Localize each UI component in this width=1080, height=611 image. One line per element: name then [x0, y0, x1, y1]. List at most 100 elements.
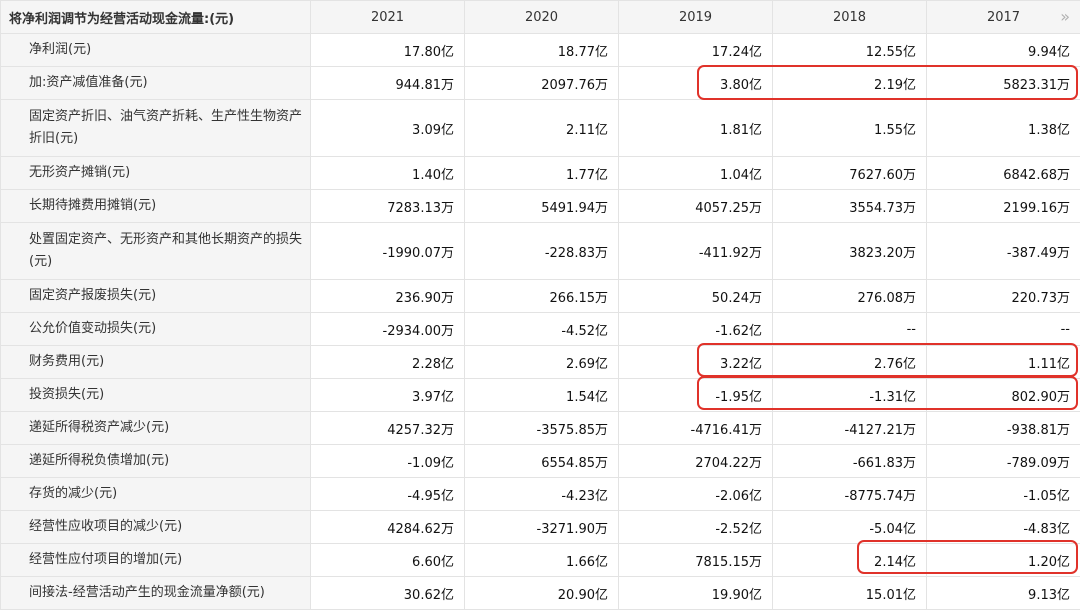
value-cell-2018: 2.19亿	[772, 66, 927, 100]
value-cell-2020: -3575.85万	[464, 411, 619, 445]
value-cell-2017: 9.13亿	[926, 576, 1080, 610]
row-label: 财务费用(元)	[0, 345, 311, 379]
year-header-2021: 2021	[310, 0, 465, 34]
value-cell-2019: 17.24亿	[618, 33, 773, 67]
row-label: 无形资产摊销(元)	[0, 156, 311, 190]
table-row: 经营性应收项目的减少(元) 4284.62万 -3271.90万 -2.52亿 -5.0…	[0, 510, 1080, 544]
value-cell-2019: 1.81亿	[618, 99, 773, 157]
table-row: 固定资产折旧、油气资产折耗、生产性生物资产折旧(元) 3.09亿 2.11亿 1.81…	[0, 99, 1080, 157]
value-cell-2017: --	[926, 312, 1080, 346]
header-row: 将净利润调节为经营活动现金流量:(元) 2021 2020 2019 2018 …	[0, 0, 1080, 34]
value-cell-2018: 7627.60万	[772, 156, 927, 190]
value-cell-2018: 1.55亿	[772, 99, 927, 157]
value-cell-2021: 944.81万	[310, 66, 465, 100]
table-row: 固定资产报废损失(元) 236.90万 266.15万 50.24万 276.08万 22…	[0, 279, 1080, 313]
year-header-2017-label: 2017	[986, 9, 1021, 25]
year-header-2019: 2019	[618, 0, 773, 34]
value-cell-2017: 1.38亿	[926, 99, 1080, 157]
value-cell-2020: 6554.85万	[464, 444, 619, 478]
value-cell-2017: 2199.16万	[926, 189, 1080, 223]
value-cell-2017: 9.94亿	[926, 33, 1080, 67]
row-label: 净利润(元)	[0, 33, 311, 67]
table-row: 存货的减少(元) -4.95亿 -4.23亿 -2.06亿 -8775.74万 -1.05…	[0, 477, 1080, 511]
value-cell-2021: -4.95亿	[310, 477, 465, 511]
value-cell-2020: 2.69亿	[464, 345, 619, 379]
value-cell-2020: 1.66亿	[464, 543, 619, 577]
table-row: 处置固定资产、无形资产和其他长期资产的损失(元) -1990.07万 -228.83…	[0, 222, 1080, 280]
value-cell-2019: -411.92万	[618, 222, 773, 280]
row-label: 公允价值变动损失(元)	[0, 312, 311, 346]
value-cell-2021: 236.90万	[310, 279, 465, 313]
table-row: 投资损失(元) 3.97亿 1.54亿 -1.95亿 -1.31亿 802.90万	[0, 378, 1080, 412]
value-cell-2019: 3.80亿	[618, 66, 773, 100]
value-cell-2020: 18.77亿	[464, 33, 619, 67]
value-cell-2018: 3823.20万	[772, 222, 927, 280]
value-cell-2018: -5.04亿	[772, 510, 927, 544]
value-cell-2017: 220.73万	[926, 279, 1080, 313]
year-header-2018: 2018	[772, 0, 927, 34]
row-label: 经营性应收项目的减少(元)	[0, 510, 311, 544]
value-cell-2020: -228.83万	[464, 222, 619, 280]
value-cell-2020: -3271.90万	[464, 510, 619, 544]
value-cell-2017: -938.81万	[926, 411, 1080, 445]
value-cell-2018: 3554.73万	[772, 189, 927, 223]
value-cell-2019: -2.06亿	[618, 477, 773, 511]
table-row: 加:资产减值准备(元) 944.81万 2097.76万 3.80亿 2.19亿 5823…	[0, 66, 1080, 100]
row-label: 投资损失(元)	[0, 378, 311, 412]
value-cell-2018: -4127.21万	[772, 411, 927, 445]
value-cell-2021: 4257.32万	[310, 411, 465, 445]
year-header-2017: 2017 »	[926, 0, 1080, 34]
value-cell-2019: 50.24万	[618, 279, 773, 313]
value-cell-2020: 2.11亿	[464, 99, 619, 157]
value-cell-2019: -1.62亿	[618, 312, 773, 346]
value-cell-2017: -1.05亿	[926, 477, 1080, 511]
value-cell-2018: -1.31亿	[772, 378, 927, 412]
value-cell-2021: 1.40亿	[310, 156, 465, 190]
row-label: 存货的减少(元)	[0, 477, 311, 511]
table-row: 净利润(元) 17.80亿 18.77亿 17.24亿 12.55亿 9.94亿	[0, 33, 1080, 67]
value-cell-2021: -1.09亿	[310, 444, 465, 478]
table-row: 公允价值变动损失(元) -2934.00万 -4.52亿 -1.62亿 -- --	[0, 312, 1080, 346]
value-cell-2020: -4.52亿	[464, 312, 619, 346]
row-label: 间接法-经营活动产生的现金流量净额(元)	[0, 576, 311, 610]
value-cell-2017: 6842.68万	[926, 156, 1080, 190]
double-chevron-right-icon[interactable]: »	[1060, 7, 1070, 26]
value-cell-2021: 4284.62万	[310, 510, 465, 544]
row-label: 加:资产减值准备(元)	[0, 66, 311, 100]
value-cell-2020: 1.77亿	[464, 156, 619, 190]
table-title: 将净利润调节为经营活动现金流量:(元)	[0, 0, 311, 34]
row-label: 处置固定资产、无形资产和其他长期资产的损失(元)	[0, 222, 311, 280]
value-cell-2021: -2934.00万	[310, 312, 465, 346]
value-cell-2021: 7283.13万	[310, 189, 465, 223]
value-cell-2019: -2.52亿	[618, 510, 773, 544]
year-header-2020: 2020	[464, 0, 619, 34]
value-cell-2017: -789.09万	[926, 444, 1080, 478]
value-cell-2018: 2.76亿	[772, 345, 927, 379]
row-label: 固定资产报废损失(元)	[0, 279, 311, 313]
value-cell-2021: 3.97亿	[310, 378, 465, 412]
value-cell-2017: -387.49万	[926, 222, 1080, 280]
row-label: 递延所得税资产减少(元)	[0, 411, 311, 445]
value-cell-2019: 7815.15万	[618, 543, 773, 577]
table-row: 经营性应付项目的增加(元) 6.60亿 1.66亿 7815.15万 2.14亿 1.20…	[0, 543, 1080, 577]
value-cell-2017: -4.83亿	[926, 510, 1080, 544]
value-cell-2018: --	[772, 312, 927, 346]
row-label: 长期待摊费用摊销(元)	[0, 189, 311, 223]
value-cell-2019: 4057.25万	[618, 189, 773, 223]
table-row: 递延所得税负债增加(元) -1.09亿 6554.85万 2704.22万 -661.8…	[0, 444, 1080, 478]
value-cell-2020: 5491.94万	[464, 189, 619, 223]
value-cell-2018: -661.83万	[772, 444, 927, 478]
value-cell-2020: 20.90亿	[464, 576, 619, 610]
value-cell-2018: 15.01亿	[772, 576, 927, 610]
value-cell-2019: -1.95亿	[618, 378, 773, 412]
value-cell-2018: -8775.74万	[772, 477, 927, 511]
value-cell-2021: 6.60亿	[310, 543, 465, 577]
table-row: 间接法-经营活动产生的现金流量净额(元) 30.62亿 20.90亿 19.90亿 15…	[0, 576, 1080, 610]
value-cell-2018: 2.14亿	[772, 543, 927, 577]
value-cell-2017: 5823.31万	[926, 66, 1080, 100]
value-cell-2021: 30.62亿	[310, 576, 465, 610]
value-cell-2019: -4716.41万	[618, 411, 773, 445]
value-cell-2019: 19.90亿	[618, 576, 773, 610]
row-label: 经营性应付项目的增加(元)	[0, 543, 311, 577]
